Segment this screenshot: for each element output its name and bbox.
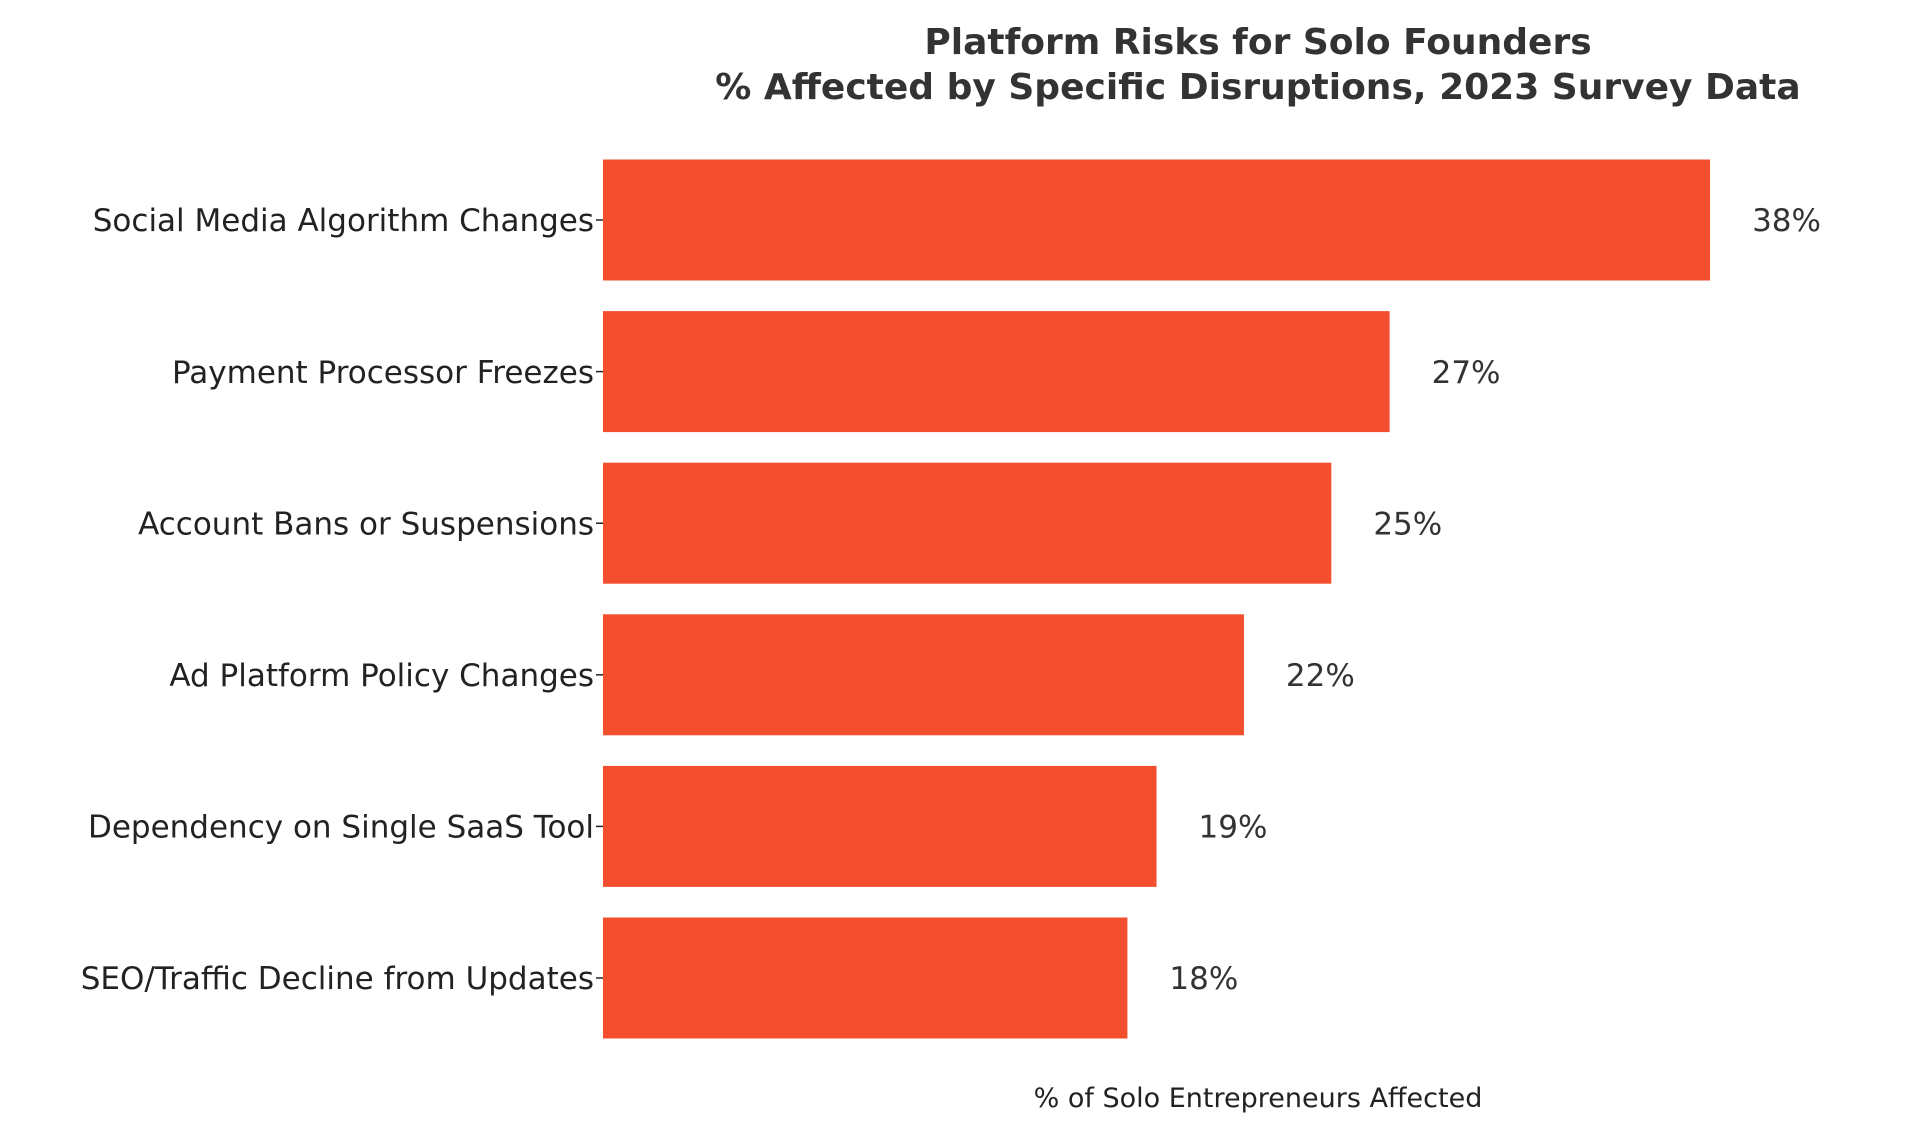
data-label: 25% xyxy=(1373,506,1442,542)
data-label: 27% xyxy=(1432,355,1501,391)
bar xyxy=(603,917,1128,1039)
bar xyxy=(603,462,1332,584)
data-label: 22% xyxy=(1286,658,1355,694)
chart-subtitle: % Affected by Specific Disruptions, 2023… xyxy=(715,67,1800,108)
bar xyxy=(603,159,1711,281)
y-tick-label: Account Bans or Suspensions xyxy=(138,506,594,542)
bar xyxy=(603,614,1244,736)
bar xyxy=(603,311,1390,433)
y-tick-label: Ad Platform Policy Changes xyxy=(169,658,594,694)
bars-group: Social Media Algorithm Changes 38% Payment… xyxy=(81,159,1821,1039)
data-label: 19% xyxy=(1199,810,1268,846)
y-tick-label: SEO/Traffic Decline from Updates xyxy=(81,961,594,997)
y-tick-label: Dependency on Single SaaS Tool xyxy=(88,810,594,846)
bar xyxy=(603,765,1157,887)
data-label: 18% xyxy=(1169,961,1238,997)
y-tick-label: Payment Processor Freezes xyxy=(172,355,594,391)
data-label: 38% xyxy=(1752,203,1821,239)
y-tick-label: Social Media Algorithm Changes xyxy=(93,203,594,239)
chart-title: Platform Risks for Solo Founders xyxy=(924,22,1591,63)
x-axis-label: % of Solo Entrepreneurs Affected xyxy=(1034,1083,1483,1114)
